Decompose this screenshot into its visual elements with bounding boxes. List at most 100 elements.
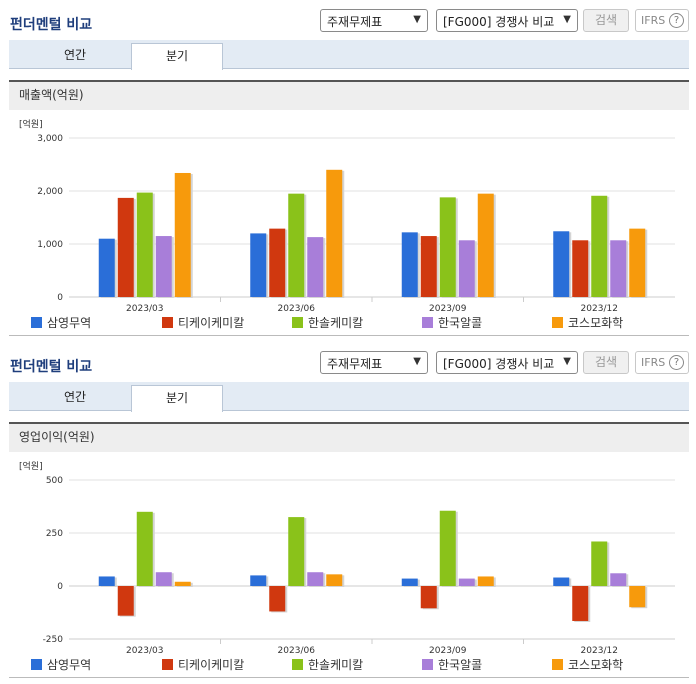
bar[interactable]: [136, 511, 153, 586]
section-header: 펀더멘털 비교 주재무제표 ▼ [FG000] 경쟁사 비교 ▼ 검색 IFRS…: [0, 0, 696, 40]
bar[interactable]: [98, 576, 115, 586]
bar[interactable]: [458, 240, 475, 297]
x-tick-label: 2023/12: [581, 646, 618, 654]
revenue-bar-chart: [억원] 0 1,000 2,000 3,000 2023/03 2023/06 2023/0…: [19, 118, 675, 312]
bar[interactable]: [174, 172, 191, 297]
bar[interactable]: [174, 581, 191, 586]
section-title: 펀더멘털 비교: [10, 359, 93, 375]
y-tick-label: 0: [57, 582, 63, 592]
bar[interactable]: [477, 576, 494, 586]
legend-item[interactable]: 티케이케미칼: [162, 314, 244, 331]
company-select-value: [FG000] 경쟁사 비교: [443, 357, 555, 371]
bar[interactable]: [420, 586, 437, 609]
bar[interactable]: [98, 238, 115, 297]
chevron-down-icon: ▼: [413, 14, 421, 25]
statement-select[interactable]: 주재무제표 ▼: [320, 351, 428, 374]
bar[interactable]: [572, 240, 589, 297]
y-tick-label: -250: [43, 635, 64, 645]
legend-label: 삼영무역: [47, 316, 92, 330]
legend-item[interactable]: 한솔케미칼: [292, 656, 363, 673]
x-tick-label: 2023/03: [126, 304, 163, 312]
bar[interactable]: [288, 517, 305, 586]
legend-item[interactable]: 삼영무역: [31, 656, 91, 673]
bar[interactable]: [629, 228, 646, 297]
tab-quarterly[interactable]: 분기: [131, 43, 223, 70]
legend-item[interactable]: 티케이케미칼: [162, 656, 244, 673]
legend-label: 티케이케미칼: [178, 316, 245, 330]
legend-item[interactable]: 코스모화학: [552, 314, 623, 331]
search-button[interactable]: 검색: [583, 351, 629, 374]
bar[interactable]: [326, 574, 343, 586]
legend-item[interactable]: 한솔케미칼: [292, 314, 363, 331]
legend-item[interactable]: 삼영무역: [31, 314, 91, 331]
chart-legend: 삼영무역 티케이케미칼 한솔케미칼 한국알콜 코스모화학: [9, 312, 689, 332]
statement-select[interactable]: 주재무제표 ▼: [320, 9, 428, 32]
bar[interactable]: [250, 575, 267, 586]
y-tick-label: 1,000: [37, 240, 63, 250]
legend-swatch: [552, 659, 563, 670]
ifrs-button[interactable]: IFRS ?: [635, 351, 689, 374]
bar[interactable]: [401, 578, 418, 586]
tab-annual[interactable]: 연간: [63, 390, 87, 404]
company-select-value: [FG000] 경쟁사 비교: [443, 15, 555, 29]
bar[interactable]: [610, 240, 627, 297]
legend-label: 한국알콜: [438, 316, 483, 330]
bar[interactable]: [326, 169, 343, 297]
tab-quarterly[interactable]: 분기: [131, 385, 223, 412]
ifrs-button[interactable]: IFRS ?: [635, 9, 689, 32]
help-icon: ?: [669, 13, 684, 28]
ifrs-label: IFRS: [641, 356, 666, 369]
fundamental-section-revenue: 펀더멘털 비교 주재무제표 ▼ [FG000] 경쟁사 비교 ▼ 검색 IFRS…: [0, 0, 696, 336]
bar[interactable]: [401, 232, 418, 297]
chart-title: 매출액(억원): [9, 80, 689, 110]
bar[interactable]: [136, 192, 153, 297]
bar[interactable]: [572, 586, 589, 621]
y-tick-label: 2,000: [37, 187, 63, 197]
bar[interactable]: [629, 586, 646, 608]
bar[interactable]: [269, 228, 286, 297]
bar[interactable]: [420, 236, 437, 297]
bar[interactable]: [591, 541, 608, 586]
divider: [9, 335, 689, 336]
bar[interactable]: [307, 572, 324, 586]
bar[interactable]: [439, 197, 456, 297]
tab-annual[interactable]: 연간: [63, 48, 87, 62]
bar[interactable]: [553, 231, 570, 297]
legend-item[interactable]: 한국알콜: [422, 656, 482, 673]
bar[interactable]: [553, 577, 570, 586]
legend-item[interactable]: 코스모화학: [552, 656, 623, 673]
legend-label: 한국알콜: [438, 658, 483, 672]
legend-label: 티케이케미칼: [178, 658, 245, 672]
period-tabs: 연간 분기: [9, 40, 689, 70]
bar[interactable]: [439, 510, 456, 586]
bar[interactable]: [610, 573, 627, 586]
bar[interactable]: [117, 197, 134, 297]
y-tick-label: 500: [46, 476, 63, 486]
y-tick-label: 3,000: [37, 134, 63, 144]
y-tick-label: 250: [46, 529, 63, 539]
legend-item[interactable]: 한국알콜: [422, 314, 482, 331]
bar[interactable]: [155, 236, 172, 297]
statement-select-value: 주재무제표: [327, 15, 383, 29]
bar[interactable]: [155, 572, 172, 586]
company-select[interactable]: [FG000] 경쟁사 비교 ▼: [436, 351, 578, 374]
bar[interactable]: [591, 195, 608, 297]
bar[interactable]: [307, 237, 324, 297]
x-tick-label: 2023/06: [278, 304, 316, 312]
company-select[interactable]: [FG000] 경쟁사 비교 ▼: [436, 9, 578, 32]
bar[interactable]: [250, 233, 267, 297]
legend-swatch: [292, 317, 303, 328]
bar[interactable]: [117, 586, 134, 616]
legend-swatch: [292, 659, 303, 670]
section-header: 펀더멘털 비교 주재무제표 ▼ [FG000] 경쟁사 비교 ▼ 검색 IFRS…: [0, 342, 696, 382]
search-button[interactable]: 검색: [583, 9, 629, 32]
bar[interactable]: [269, 586, 286, 612]
bar[interactable]: [288, 193, 305, 297]
bar[interactable]: [477, 193, 494, 297]
chart-title: 영업이익(억원): [9, 422, 689, 452]
x-tick-label: 2023/03: [126, 646, 163, 654]
legend-swatch: [162, 659, 173, 670]
y-tick-label: 0: [57, 293, 63, 303]
bar[interactable]: [458, 578, 475, 586]
divider: [9, 677, 689, 678]
